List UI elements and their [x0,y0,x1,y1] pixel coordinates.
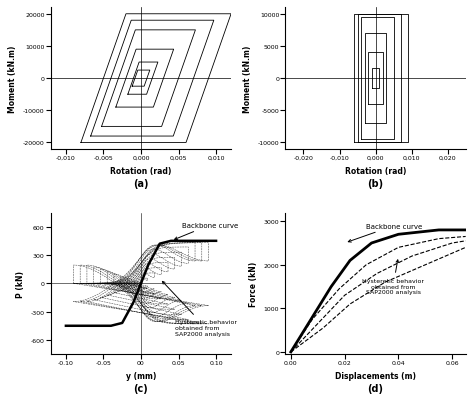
Text: (c): (c) [134,383,148,393]
Text: Backbone curve: Backbone curve [348,223,422,243]
X-axis label: y (mm): y (mm) [126,371,156,380]
Text: (b): (b) [367,178,383,188]
Y-axis label: Moment (kN.m): Moment (kN.m) [9,45,18,113]
Text: (a): (a) [133,178,149,188]
X-axis label: Rotation (rad): Rotation (rad) [345,166,406,175]
Text: Backbone curve: Backbone curve [174,222,238,240]
Text: (d): (d) [367,383,383,393]
Y-axis label: P (kN): P (kN) [16,270,25,297]
Text: Hysteretic behavior
obtained from
SAP2000 analysis: Hysteretic behavior obtained from SAP200… [362,260,424,295]
Text: Hysteretic behavior
obtained from
SAP2000 analysis: Hysteretic behavior obtained from SAP200… [163,282,237,336]
X-axis label: Displacements (m): Displacements (m) [335,371,416,380]
X-axis label: Rotation (rad): Rotation (rad) [110,166,172,175]
Y-axis label: Moment (kN.m): Moment (kN.m) [243,45,252,113]
Y-axis label: Force (kN): Force (kN) [249,261,258,306]
